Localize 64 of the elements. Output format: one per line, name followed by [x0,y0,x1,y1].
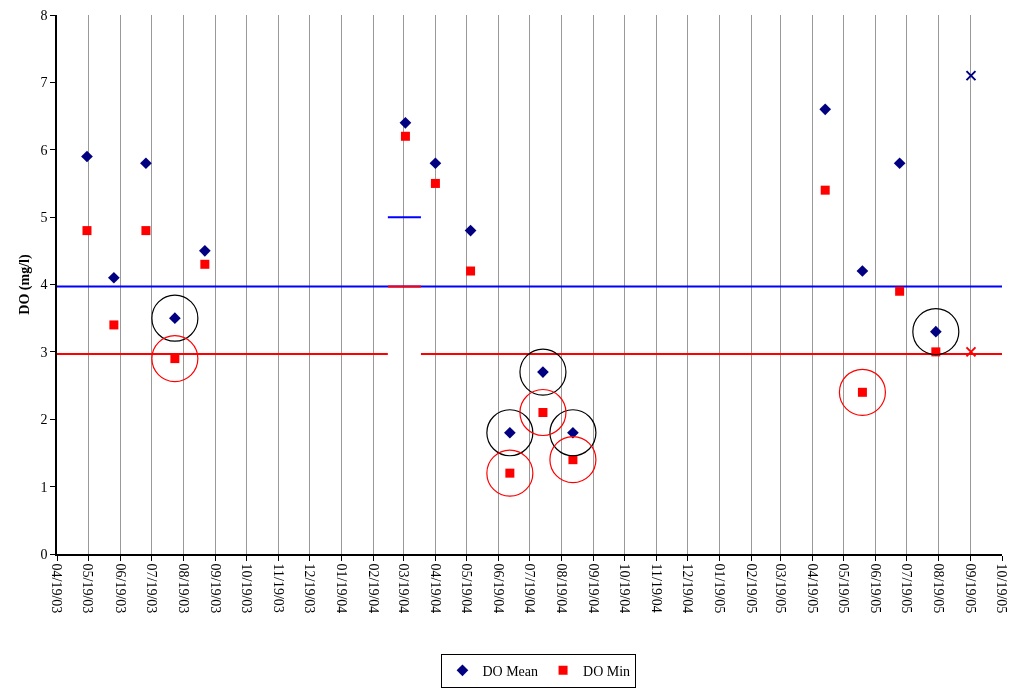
y-tick-label: 6 [40,142,48,158]
point [400,131,410,141]
point [965,70,977,82]
point [965,346,977,358]
point [140,157,152,170]
y-tick-label: 7 [40,75,48,91]
x-tick-label: 10/19/03 [238,563,254,614]
x-tick-label: 11/19/04 [649,563,665,613]
x-tick-label: 10/19/04 [617,563,633,614]
point [820,185,830,195]
x-tick-label: 05/19/05 [836,563,852,614]
x-tick-label: 05/19/04 [458,563,474,614]
point [819,103,832,116]
x-tick-label: 03/19/04 [395,563,411,614]
x-tick-label: 01/19/04 [333,563,349,614]
point [399,116,412,129]
x-tick-label: 09/19/04 [586,563,602,614]
x-tick-label: 08/19/03 [175,563,191,614]
legend-label: DO Min [583,663,631,679]
y-tick-label: 2 [40,412,48,428]
point [108,271,120,284]
x-tick-label: 05/19/03 [80,563,96,614]
x-tick-label: 06/19/05 [868,563,884,614]
y-tick-label: 1 [40,479,48,495]
x-tick-label: 07/19/04 [521,563,537,614]
x-tick-label: 07/19/05 [899,563,915,614]
point [464,224,477,237]
x-tick-label: 06/19/03 [112,563,128,614]
point [200,259,210,269]
x-tick-label: 07/19/03 [143,563,159,614]
x-tick-label: 03/19/05 [773,563,789,614]
x-tick-label: 10/19/05 [994,563,1010,614]
point [81,150,93,163]
point [430,178,440,188]
x-tick-label: 12/19/03 [301,563,317,614]
point [199,244,211,257]
y-tick-label: 0 [40,546,48,562]
point [893,157,906,170]
point [466,266,476,276]
x-tick-label: 12/19/04 [680,563,696,614]
point [82,226,92,236]
x-tick-label: 06/19/04 [490,563,506,614]
point [141,226,151,236]
legend-label: DO Mean [482,663,539,679]
x-tick-label: 08/19/05 [931,563,947,614]
y-tick-label: 5 [40,210,48,226]
x-tick-label: 04/19/05 [805,563,821,614]
x-tick-label: 04/19/04 [427,563,443,614]
point [856,265,869,277]
x-tick-label: 02/19/04 [365,563,381,614]
y-tick-label: 3 [40,344,48,360]
x-tick-label: 02/19/05 [744,563,760,614]
x-tick-label: 04/19/03 [49,563,65,614]
y-axis-title: DO (mg/l) [16,254,33,315]
point [895,286,905,296]
x-tick-label: 09/19/05 [963,563,979,614]
point [109,320,119,330]
x-tick-label: 09/19/03 [207,563,223,614]
x-tick-label: 11/19/03 [270,563,286,613]
y-tick-label: 8 [40,7,48,23]
y-tick-label: 4 [40,277,48,293]
x-tick-label: 08/19/04 [554,563,569,614]
point [429,157,442,170]
x-tick-label: 01/19/05 [712,563,728,614]
